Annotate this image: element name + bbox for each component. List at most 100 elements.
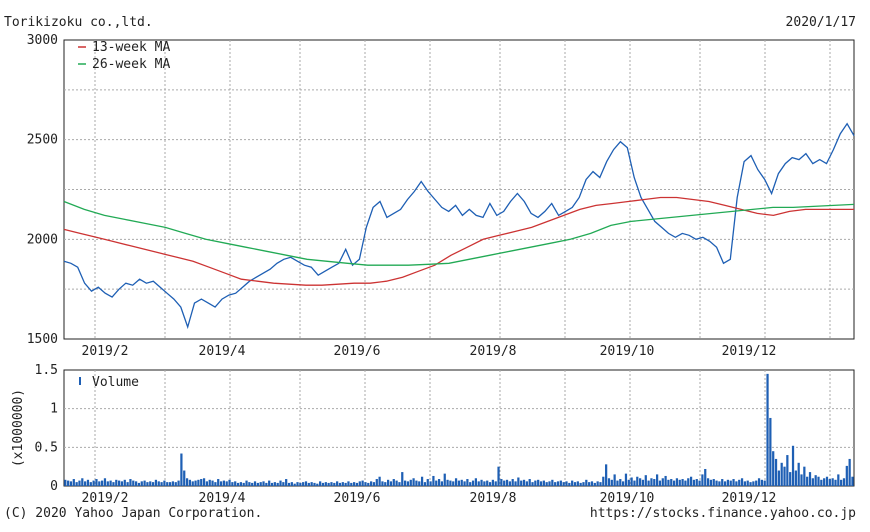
volume-bar	[228, 479, 231, 486]
volume-bar	[709, 479, 713, 486]
volume-bar	[687, 478, 690, 486]
volume-bar	[387, 479, 390, 486]
volume-bar	[823, 478, 826, 486]
volume-bar	[225, 481, 228, 486]
volume-bar	[75, 482, 78, 486]
x-tick-label: 2019/12	[722, 491, 777, 506]
volume-bar	[101, 480, 104, 486]
volume-bar	[457, 480, 461, 486]
volume-bar	[828, 479, 831, 486]
volume-bar	[545, 482, 548, 486]
volume-bar	[364, 482, 367, 486]
y-tick-label: 2000	[27, 232, 58, 247]
volume-bar	[531, 482, 534, 486]
volume-bar	[338, 482, 342, 486]
volume-bar	[168, 482, 172, 486]
volume-bar	[571, 480, 574, 486]
volume-bar	[115, 479, 118, 486]
volume-bar	[500, 479, 503, 486]
volume-bar	[735, 481, 738, 486]
volume-bar	[712, 479, 715, 486]
volume-bar	[81, 478, 84, 486]
volume-bar	[231, 482, 234, 486]
volume-bar	[239, 482, 242, 486]
volume-bar	[143, 480, 146, 486]
volume-bar	[497, 466, 500, 486]
volume-bar	[573, 482, 577, 486]
volume-bar	[613, 474, 616, 486]
volume-bar	[89, 482, 92, 486]
volume-bar	[471, 480, 475, 486]
volume-bar	[372, 482, 376, 486]
volume-bar	[401, 472, 404, 486]
volume-bar	[786, 455, 789, 486]
volume-bar	[67, 480, 70, 486]
volume-bar	[769, 417, 772, 486]
volume-bar	[211, 480, 214, 486]
volume-bar	[347, 481, 350, 486]
volume-bar	[106, 481, 109, 486]
volume-bar	[304, 481, 308, 486]
volume-bar	[639, 478, 642, 486]
volume-bar	[740, 478, 744, 486]
volume-bar	[505, 479, 509, 486]
volume-bar	[313, 482, 316, 486]
volume-bar	[86, 479, 90, 486]
volume-bar	[327, 482, 330, 486]
volume-bar	[851, 476, 854, 486]
volume-bar	[319, 481, 322, 486]
x-tick-label: 2019/10	[600, 344, 655, 359]
volume-bar	[757, 478, 761, 486]
volume-bar	[537, 479, 540, 486]
chart-date: 2020/1/17	[785, 15, 856, 30]
y-tick-label: 1	[50, 402, 58, 417]
volume-bar	[522, 479, 526, 486]
volume-bar	[672, 480, 676, 486]
volume-bar	[154, 479, 158, 486]
volume-bar	[508, 481, 511, 486]
volume-bar	[118, 480, 121, 486]
ma26-line	[63, 200, 855, 266]
volume-bar	[262, 481, 265, 486]
plot-frame	[63, 39, 855, 340]
volume-bar	[469, 482, 472, 486]
volume-bar	[556, 481, 560, 486]
volume-bar	[435, 480, 438, 486]
volume-bar	[137, 482, 141, 486]
volume-bar	[395, 480, 398, 486]
volume-bar	[109, 480, 112, 486]
volume-bar	[689, 476, 693, 486]
volume-bar	[361, 480, 364, 486]
volume-bar	[440, 481, 444, 486]
volume-bar	[681, 479, 684, 486]
volume-bar	[463, 481, 466, 486]
volume-bar	[273, 482, 276, 486]
volume-bar	[146, 482, 149, 486]
volume-bar	[316, 483, 319, 486]
volume-bar	[429, 481, 432, 486]
volume-bar	[398, 482, 401, 486]
volume-bar	[726, 479, 730, 486]
volume-bar	[525, 481, 528, 486]
volume-bar	[341, 482, 344, 486]
volume-bar	[392, 479, 395, 486]
volume-bar	[353, 482, 356, 486]
volume-bar	[528, 479, 531, 486]
volume-bar	[783, 466, 786, 486]
volume-bar	[721, 479, 724, 486]
volume-bar	[602, 476, 605, 486]
x-tick-label: 2019/2	[82, 491, 129, 506]
volume-bar	[517, 477, 520, 486]
volume-bar	[780, 462, 783, 486]
x-tick-label: 2019/8	[470, 344, 517, 359]
volume-bar	[222, 480, 225, 486]
volume-bar	[840, 479, 843, 486]
volume-bar	[103, 478, 107, 486]
volume-bar	[205, 481, 209, 486]
volume-bar	[772, 451, 775, 486]
volume-bar	[279, 480, 282, 486]
volume-bar	[123, 479, 126, 486]
volume-bar	[684, 480, 687, 486]
volume-bar	[157, 481, 160, 486]
source-url[interactable]: https://stocks.finance.yahoo.co.jp	[589, 506, 856, 521]
